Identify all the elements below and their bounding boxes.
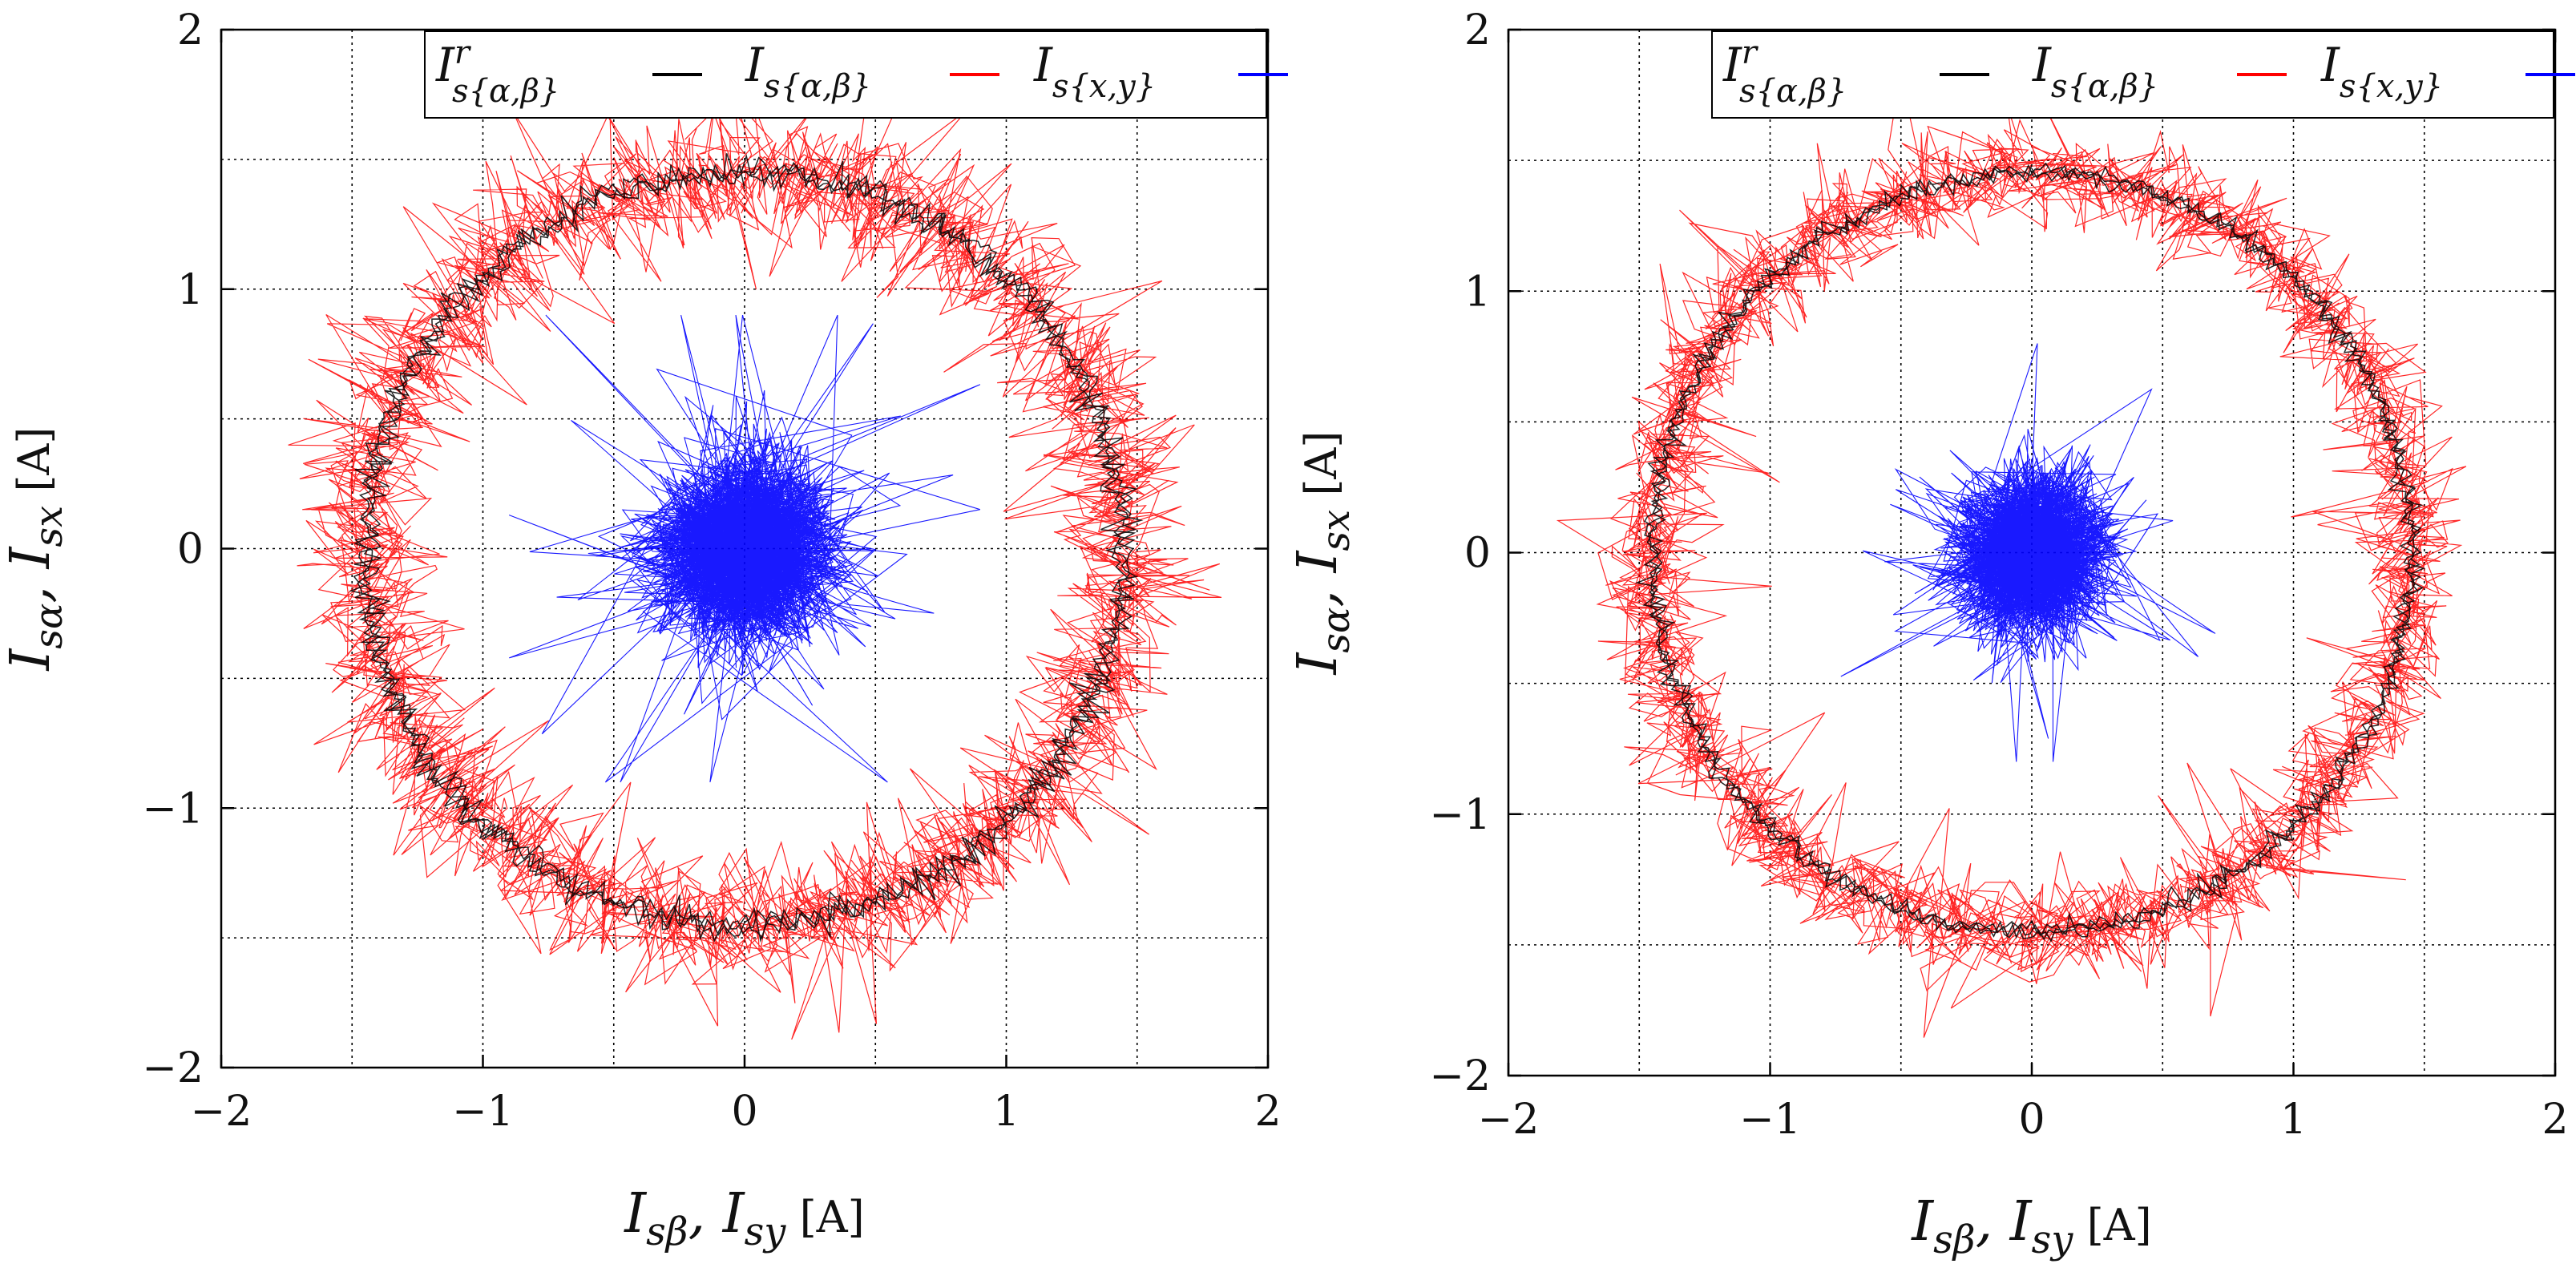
legend: Ir s{α,β} Is{α,β} Is{x,y} bbox=[424, 30, 1288, 119]
legend-entry-reference: Ir s{α,β} bbox=[1722, 34, 1989, 110]
x-tick-label: 0 bbox=[731, 1088, 757, 1136]
y-tick-label: 1 bbox=[1464, 268, 1491, 316]
y-axis-title: Isα, Isx [A] bbox=[1286, 430, 1359, 676]
y-tick-label: −1 bbox=[142, 785, 204, 833]
series-line-current-x-y bbox=[509, 314, 981, 783]
x-tick-label: 1 bbox=[993, 1088, 1019, 1136]
legend-label: Is{α,β} bbox=[745, 38, 871, 105]
x-tick-label: 1 bbox=[2280, 1096, 2307, 1144]
series-line-current-alpha-beta bbox=[288, 58, 1222, 1040]
legend-entry-current-x-y: Is{x,y} bbox=[1033, 38, 1288, 105]
series-line-reference bbox=[349, 153, 1144, 943]
legend-box bbox=[424, 30, 1267, 119]
right-panel: −2 −1 0 1 2 −2 −1 0 1 2 Isβ, Isy [A] Isα, Isx [A] Ir… bbox=[1286, 6, 2575, 1262]
legend-entry-reference: Ir s{α,β} bbox=[435, 34, 702, 110]
x-tick-label: −2 bbox=[191, 1088, 252, 1136]
legend-label: Ir s{α,β} bbox=[1722, 34, 1847, 110]
legend-entry-current-x-y: Is{x,y} bbox=[2320, 38, 2575, 105]
y-tick-label: 0 bbox=[177, 526, 204, 574]
legend-label: Is{x,y} bbox=[1033, 38, 1156, 105]
y-tick-label: −2 bbox=[142, 1044, 204, 1092]
ticks: −2 −1 0 1 2 −2 −1 0 1 2 bbox=[142, 6, 1281, 1136]
legend-label: Is{x,y} bbox=[2320, 38, 2443, 105]
x-tick-label: 0 bbox=[2018, 1096, 2045, 1144]
series-group bbox=[1556, 73, 2467, 1038]
y-tick-label: −1 bbox=[1429, 791, 1491, 839]
y-tick-label: 2 bbox=[177, 6, 204, 55]
ticks: −2 −1 0 1 2 −2 −1 0 1 2 bbox=[1429, 6, 2568, 1144]
y-tick-label: −2 bbox=[1429, 1052, 1491, 1100]
x-axis-title: Isβ, Isy [A] bbox=[623, 1182, 864, 1254]
series-group bbox=[288, 58, 1222, 1040]
y-tick-label: 0 bbox=[1464, 530, 1491, 578]
y-tick-label: 1 bbox=[177, 266, 204, 314]
left-panel: −2 −1 0 1 2 −2 −1 0 1 2 Isβ, Isy [A] Isα, Isx [A] Ir… bbox=[0, 6, 1288, 1254]
x-tick-label: −1 bbox=[1739, 1096, 1801, 1144]
series-line-reference bbox=[1634, 162, 2426, 943]
legend-entry-current-alpha-beta: Is{α,β} bbox=[745, 38, 999, 105]
x-tick-label: 2 bbox=[2542, 1096, 2568, 1144]
legend-entry-current-alpha-beta: Is{α,β} bbox=[2032, 38, 2287, 105]
x-tick-label: −1 bbox=[452, 1088, 514, 1136]
x-axis-title: Isβ, Isy [A] bbox=[1910, 1190, 2151, 1262]
legend-box bbox=[1711, 30, 2554, 119]
x-tick-label: 2 bbox=[1254, 1088, 1281, 1136]
x-tick-label: −2 bbox=[1478, 1096, 1540, 1144]
legend-label: Is{α,β} bbox=[2032, 38, 2158, 105]
y-tick-label: 2 bbox=[1464, 6, 1491, 55]
legend-label: Ir s{α,β} bbox=[435, 34, 559, 110]
series-line-current-x-y bbox=[1840, 343, 2216, 762]
legend: Ir s{α,β} Is{α,β} Is{x,y} bbox=[1711, 30, 2575, 119]
y-axis-title: Isα, Isx [A] bbox=[0, 426, 71, 672]
